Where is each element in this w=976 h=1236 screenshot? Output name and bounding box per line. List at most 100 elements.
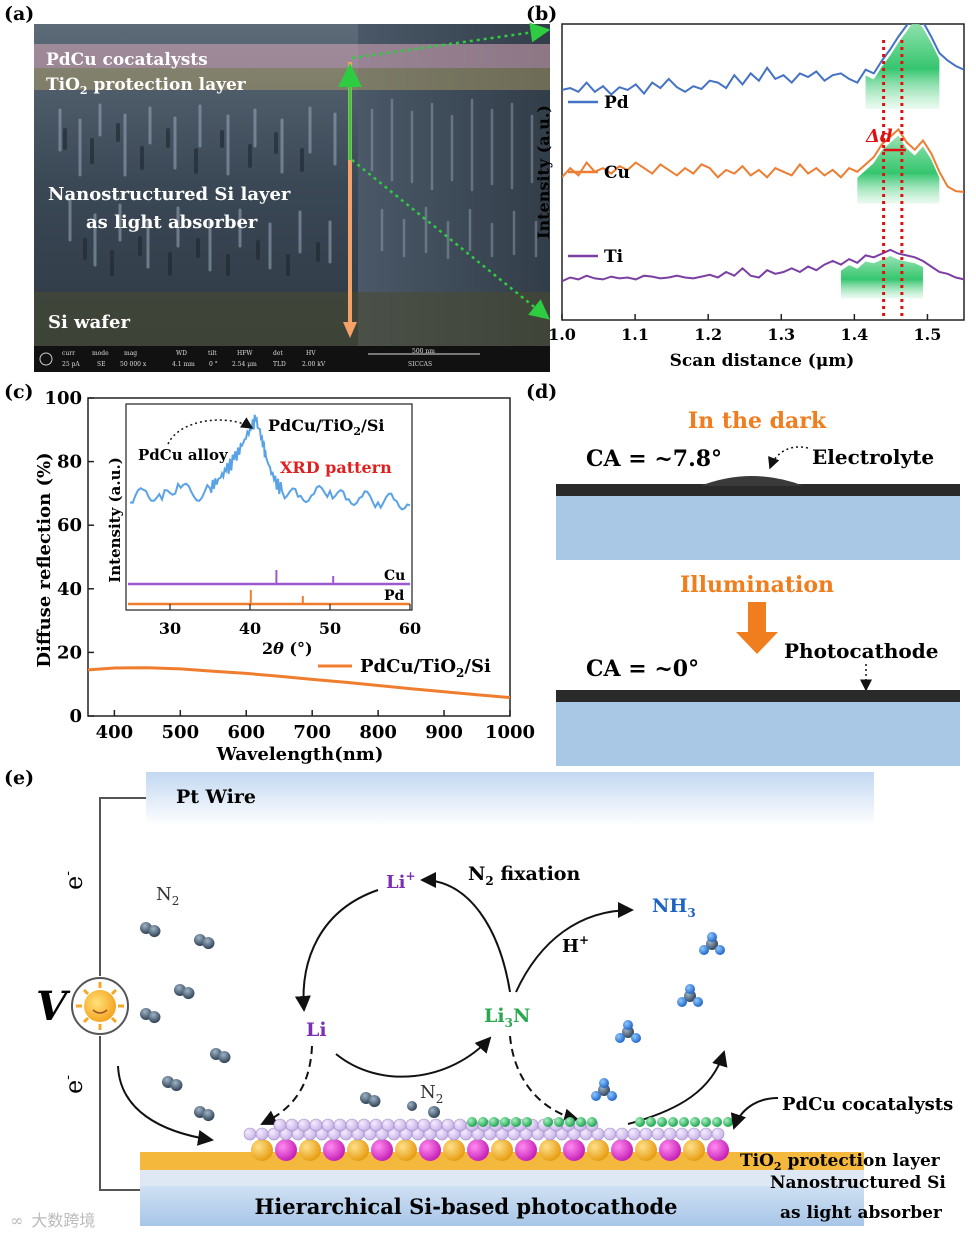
- label-e-tio2: TiO2 protection layer: [740, 1151, 941, 1173]
- label-in-the-dark: In the dark: [688, 408, 827, 434]
- x-tick-label: 1.2: [694, 325, 722, 344]
- x-tick-label: 1.1: [621, 325, 649, 344]
- electrolyte-pointer: [768, 446, 809, 470]
- o-atom: [251, 1139, 273, 1161]
- sample-surface-illum: [556, 690, 960, 702]
- ti-atom: [707, 1139, 729, 1161]
- arrow-li-ion-to-li: [294, 889, 379, 1012]
- pdcu-atom: [627, 1127, 641, 1141]
- n2-molecules: [140, 922, 440, 1122]
- panel-b-x-axis-label: Scan distance (μm): [670, 351, 855, 371]
- legend-label-cu: Cu: [604, 163, 630, 183]
- panel-b-dashed-lines: Δd: [865, 40, 906, 318]
- label-voltage: V: [36, 983, 71, 1030]
- pdcu-atom: [441, 1118, 455, 1132]
- pdcu-atom: [615, 1127, 629, 1141]
- svg-text:det: det: [273, 350, 283, 357]
- svg-text:WD: WD: [176, 350, 187, 357]
- xrd-peak-pointer: [167, 417, 254, 445]
- o-atom: [395, 1139, 417, 1161]
- y-tick-label: 100: [44, 388, 82, 409]
- li3n-atom: [500, 1117, 510, 1127]
- zoom-line-top: [351, 22, 551, 60]
- li3n-atom: [723, 1117, 733, 1127]
- y-tick-label: 40: [57, 579, 82, 600]
- substrate-dark: [556, 496, 960, 560]
- svg-text:4.1 mm: 4.1 mm: [172, 361, 195, 368]
- n2-diffusion-arrow: [117, 1065, 214, 1146]
- svg-text:tilt: tilt: [208, 350, 217, 357]
- panel-c-y-axis: 0 20 40 60 80 100: [44, 388, 94, 727]
- y-tick-label: 60: [57, 515, 82, 536]
- ti-atom: [515, 1139, 537, 1161]
- arrow-li-deposit: [260, 1045, 313, 1125]
- panel-b-x-axis: 1.0 1.1 1.2 1.3 1.4 1.5: [548, 314, 941, 344]
- cocat-pointer: [730, 1097, 779, 1130]
- x-tick-label: 400: [96, 722, 134, 743]
- pdcu-atom: [699, 1127, 713, 1141]
- panel-c-y-axis-label: Diffuse reflection (%): [34, 452, 55, 667]
- svg-text:mag: mag: [124, 350, 137, 357]
- label-proton: H+: [562, 933, 589, 957]
- pdcu-atom: [321, 1118, 335, 1132]
- panel-label-d: (d): [526, 381, 557, 403]
- pdcu-atom: [663, 1127, 677, 1141]
- label-si-wafer: Si wafer: [48, 312, 130, 333]
- panel-label-e: (e): [4, 767, 34, 789]
- label-hierarchical-si: Hierarchical Si-based photocathode: [254, 1194, 677, 1219]
- label-illumination: Illumination: [680, 572, 834, 598]
- xrd-pattern-label: XRD pattern: [280, 458, 392, 477]
- xrd-ref-cu-label: Cu: [384, 568, 405, 584]
- pdcu-atom: [429, 1118, 443, 1132]
- label-light-absorber: as light absorber: [86, 212, 258, 233]
- peak-highlight-pd: [865, 24, 940, 109]
- peak-highlight-cu: [857, 135, 940, 204]
- panel-label-a: (a): [4, 3, 34, 25]
- pdcu-atom: [345, 1118, 359, 1132]
- svg-text:curr: curr: [62, 350, 75, 357]
- li3n-atom: [657, 1117, 667, 1127]
- panel-c-legend: PdCu/TiO2/Si: [318, 656, 491, 680]
- xrd-x-tick-label: 30: [159, 619, 181, 638]
- pdcu-atom: [405, 1118, 419, 1132]
- arrow-li3n-to-li-ion: [420, 872, 511, 993]
- panel-c-series-group: [88, 666, 510, 700]
- label-tio2-protection: TiO2 protection layer: [46, 75, 247, 97]
- x-tick-label: 500: [162, 722, 200, 743]
- series-line-cu: [562, 127, 964, 193]
- sun-icon: [76, 982, 124, 1030]
- svg-text:TLD: TLD: [273, 361, 286, 368]
- label-pdcu-cocatalysts: PdCu cocatalysts: [46, 50, 208, 70]
- li3n-atom: [690, 1117, 700, 1127]
- label-ca-dark: CA = ~7.8°: [586, 446, 722, 472]
- illumination-arrow-icon: [736, 602, 778, 654]
- y-tick-label: 0: [69, 706, 82, 727]
- svg-text:50 000 x: 50 000 x: [120, 361, 147, 368]
- sem-tio2-band: [34, 68, 550, 90]
- panel-c-legend-label: PdCu/TiO2/Si: [360, 656, 491, 680]
- thickness-arrow-head: [343, 322, 357, 338]
- label-electrolyte: Electrolyte: [812, 445, 934, 469]
- label-nanostructured-si: Nanostructured Si layer: [48, 184, 291, 205]
- li3n-atom: [478, 1117, 488, 1127]
- watermark: ∞ 大数跨境: [10, 1211, 95, 1230]
- label-electron-top: e-: [60, 871, 88, 890]
- pdcu-atom: [687, 1127, 701, 1141]
- panel-d: (d) In the dark CA = ~7.8° Electrolyte I…: [526, 381, 960, 766]
- o-atom: [491, 1139, 513, 1161]
- panel-e: (e) Pt Wire V e- e- N2: [4, 767, 953, 1230]
- delta-d-label: Δd: [865, 126, 893, 147]
- nh3-molecules: [591, 932, 725, 1101]
- svg-text:0 °: 0 °: [209, 361, 218, 368]
- series-line-pd: [562, 24, 964, 96]
- li3n-atom: [543, 1117, 553, 1127]
- svg-text:25 pA: 25 pA: [62, 361, 80, 368]
- x-tick-label: 1000: [485, 722, 535, 743]
- watermark-icon: ∞: [10, 1211, 23, 1230]
- external-circuit-wire: [99, 797, 146, 1191]
- x-tick-label: 900: [425, 722, 463, 743]
- y-tick-label: 20: [57, 642, 82, 663]
- label-li-ion: Li+: [386, 869, 416, 893]
- o-atom: [539, 1139, 561, 1161]
- panel-b: (b) Δd 1.0 1.1 1.2 1.3 1.4 1.5 Pd Cu Ti Intensi…: [526, 3, 965, 371]
